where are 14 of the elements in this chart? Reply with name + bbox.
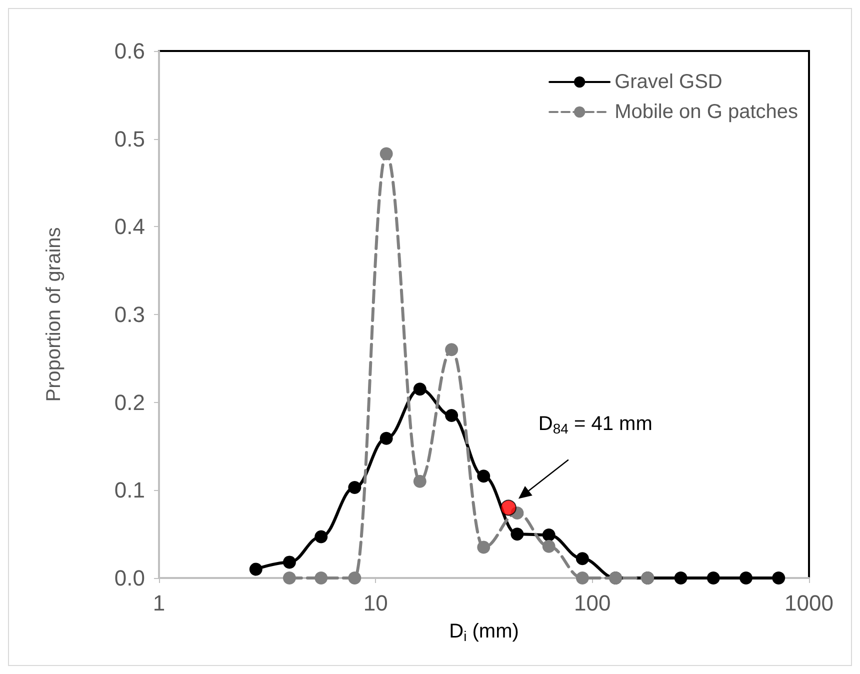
y-tick-label: 0.3 [114, 302, 145, 327]
legend-label: Mobile on G patches [614, 101, 798, 123]
x-tick-label: 100 [574, 590, 611, 616]
x-tick-label: 1000 [784, 590, 834, 616]
y-tick-label: 0.0 [114, 566, 145, 590]
y-tick-label: 0.4 [114, 214, 145, 240]
y-tick-label: 0.5 [114, 126, 145, 152]
legend-label: Gravel GSD [614, 71, 722, 93]
x-tick-label: 10 [363, 590, 388, 616]
y-tick-label: 0.2 [114, 390, 145, 415]
y-axis-title: Proportion of grains [43, 227, 65, 402]
y-tick-label: 0.1 [114, 478, 145, 503]
y-tick-label: 0.6 [114, 38, 145, 64]
x-tick-label: 1 [152, 590, 166, 616]
